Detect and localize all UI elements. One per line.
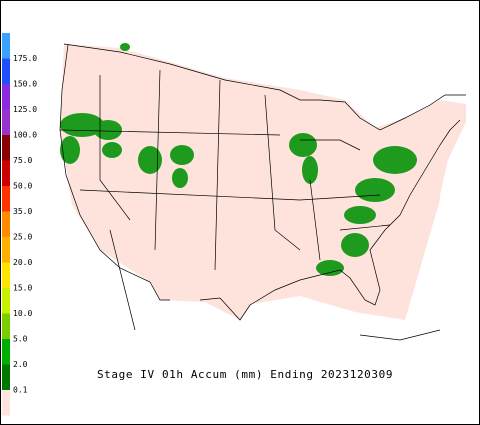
legend-label: 35.0 [13,207,32,216]
legend-label: 50.0 [13,182,32,191]
legend-label: 125.0 [13,105,37,114]
legend-swatch [2,135,10,161]
legend-swatch [2,364,10,390]
legend-swatch [2,288,10,314]
legend-swatch [2,84,10,110]
legend-label: 25.0 [13,233,32,242]
legend-swatch [2,33,10,59]
legend-label: 75.0 [13,156,32,165]
legend-swatch [2,237,10,263]
legend-label: 100.0 [13,131,37,140]
boundaries [59,43,466,341]
legend-swatch [2,109,10,135]
legend-swatch [2,160,10,186]
legend-swatch [2,58,10,84]
legend-label: 175.0 [13,54,37,63]
legend-label: 15.0 [13,284,32,293]
legend: 175.0 150.0 125.0 100.0 75.0 50.0 35.0 25.0 20.0… [2,33,37,416]
legend-label: 0.1 [13,386,28,395]
legend-swatch [2,339,10,365]
legend-swatch [2,313,10,339]
legend-label: 2.0 [13,360,28,369]
legend-swatch [2,186,10,212]
precipitation [60,43,417,276]
legend-swatch [2,262,10,288]
legend-label: 150.0 [13,80,37,89]
legend-label: 5.0 [13,335,28,344]
legend-swatch [2,390,10,416]
legend-swatch [2,211,10,237]
legend-label: 10.0 [13,309,32,318]
caption: Stage IV 01h Accum (mm) Ending 202312030… [97,368,393,381]
legend-label: 20.0 [13,258,32,267]
